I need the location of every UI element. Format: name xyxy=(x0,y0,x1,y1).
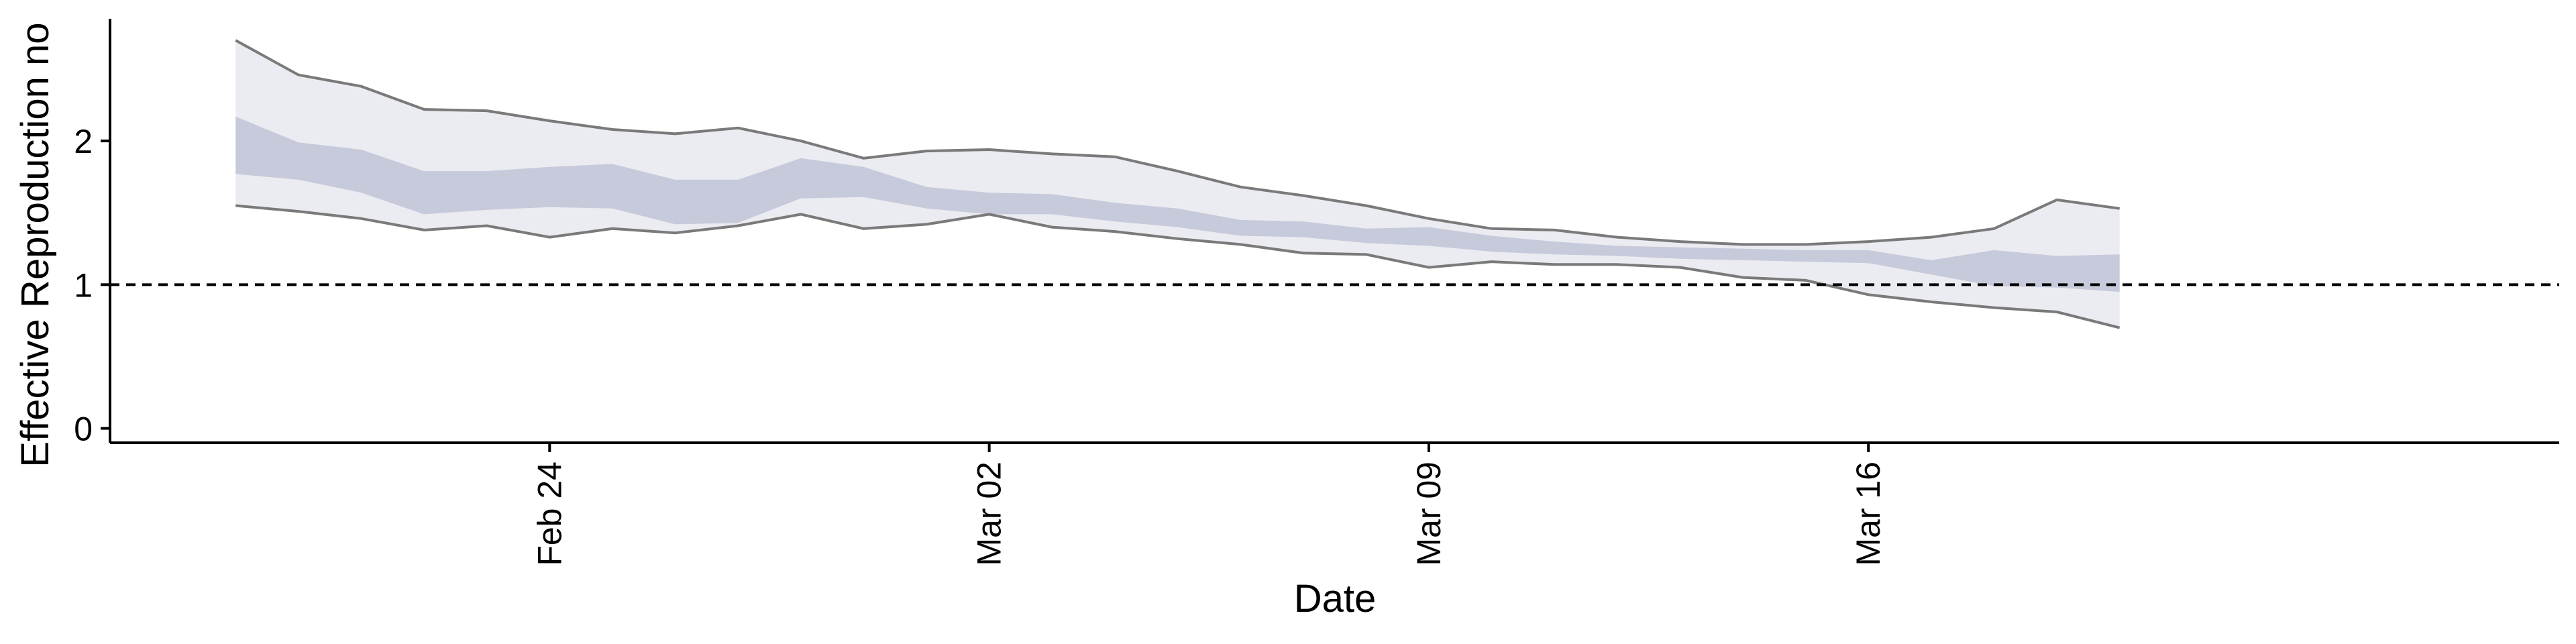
y-tick-label: 0 xyxy=(74,411,93,448)
y-axis-title: Effective Reproduction no xyxy=(13,22,57,467)
y-tick-label: 2 xyxy=(74,123,93,160)
band-50-estimate xyxy=(235,116,2120,292)
band-90-upper-line xyxy=(235,39,2120,246)
band-90-lower-line xyxy=(235,204,2121,329)
credible-bands xyxy=(235,40,2120,328)
x-tick-label: Feb 24 xyxy=(531,462,568,566)
band-edge-lines xyxy=(235,39,2121,329)
x-tick-label: Mar 09 xyxy=(1410,462,1448,566)
x-ticks: Feb 24 Mar 02 Mar 09 Mar 16 xyxy=(531,443,1887,566)
x-axis-title: Date xyxy=(1294,577,1377,621)
y-ticks: 0 1 2 xyxy=(74,123,110,448)
y-tick-label: 1 xyxy=(74,266,93,304)
x-tick-label: Mar 16 xyxy=(1849,462,1887,566)
x-tick-label: Mar 02 xyxy=(971,462,1008,566)
